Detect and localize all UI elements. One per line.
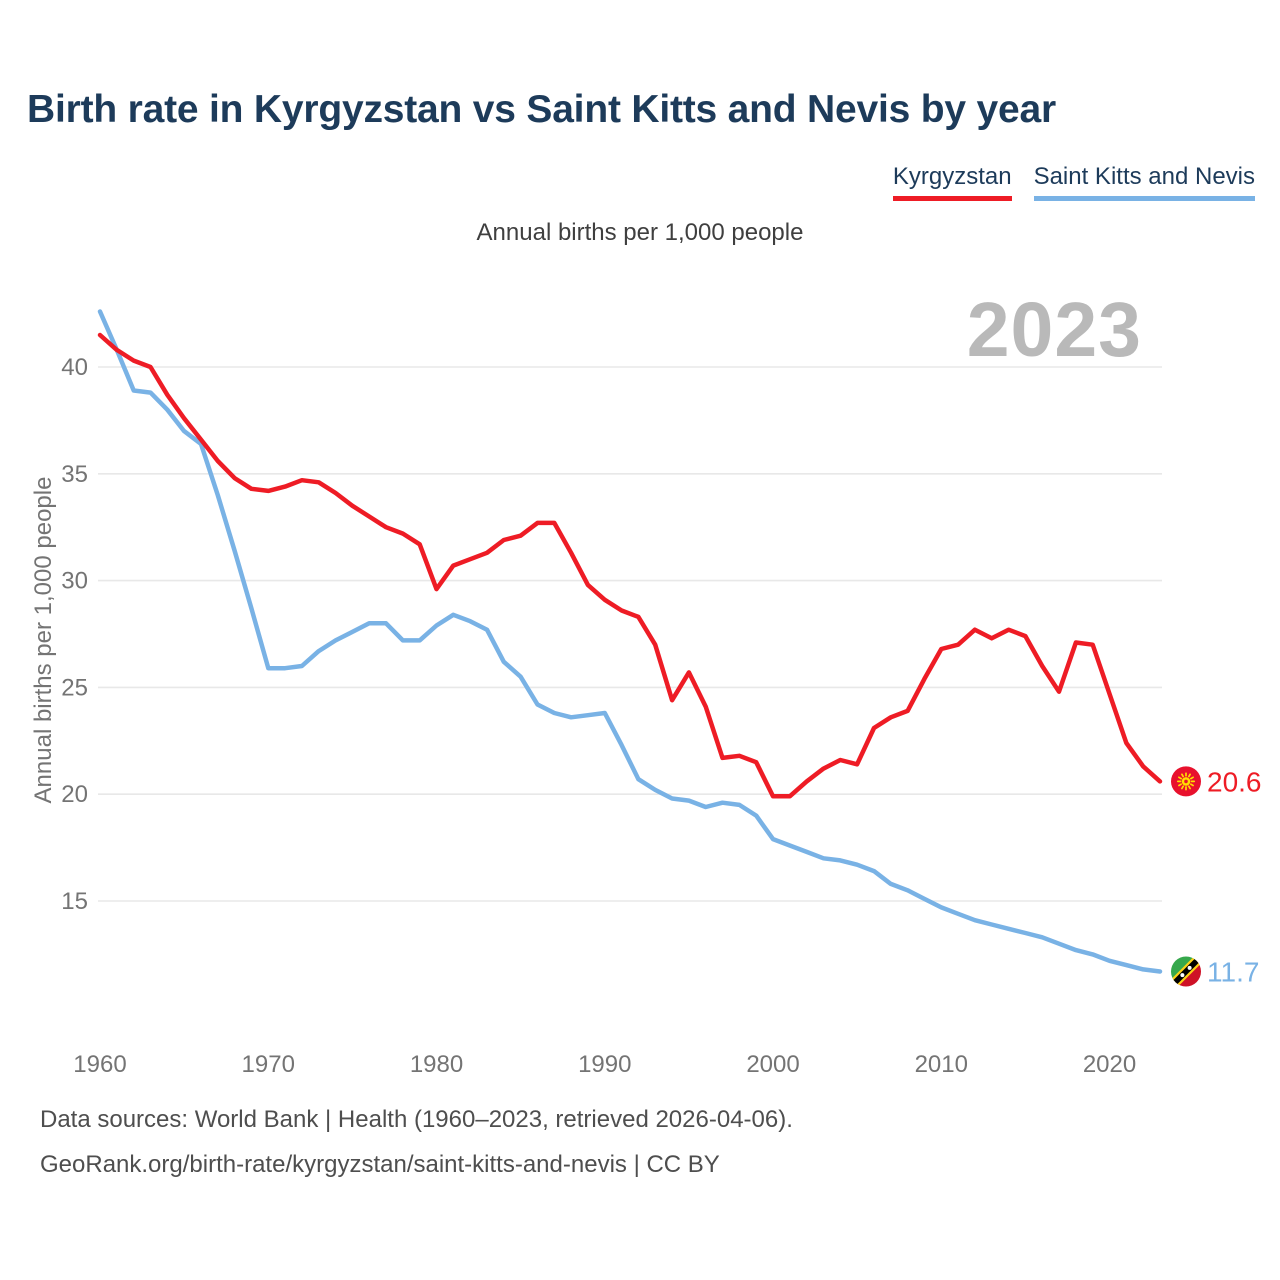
- x-tick-label: 1970: [242, 1051, 295, 1078]
- legend-underline-saint-kitts-nevis: [1033, 196, 1255, 201]
- data-sources-text: Data sources: World Bank | Health (1960–…: [40, 1106, 793, 1133]
- georank-link[interactable]: GeoRank.org/birth-rate/kyrgyzstan/saint-…: [40, 1151, 720, 1178]
- y-tick-label: 20: [61, 781, 88, 808]
- end-value-label: 11.7: [1207, 956, 1259, 987]
- kyrgyzstan-flag-icon: [1171, 766, 1201, 797]
- gridlines: [98, 366, 1162, 902]
- data-line-saint-kitts-and-nevis[interactable]: [97, 309, 1163, 974]
- legend: Kyrgyzstan Saint Kitts and Nevis: [892, 163, 1255, 201]
- end-value-label: 20.6: [1207, 766, 1262, 797]
- x-tick-label: 1960: [73, 1051, 126, 1078]
- x-tick-label: 1980: [410, 1051, 463, 1078]
- data-line-kyrgyzstan[interactable]: [97, 332, 1163, 799]
- legend-underline-kyrgyzstan: [892, 196, 1012, 201]
- page-title: Birth rate in Kyrgyzstan vs Saint Kitts …: [27, 88, 1056, 131]
- legend-label-saint-kitts-nevis: Saint Kitts and Nevis: [1033, 163, 1255, 190]
- y-axis-ticks: 15 20 25 30 35 40: [61, 354, 88, 915]
- data-lines: [97, 309, 1163, 974]
- legend-item-kyrgyzstan[interactable]: Kyrgyzstan: [892, 163, 1012, 201]
- x-tick-label: 2010: [915, 1051, 968, 1078]
- legend-label-kyrgyzstan: Kyrgyzstan: [892, 163, 1012, 190]
- year-watermark: 2023: [966, 287, 1142, 373]
- x-axis-ticks: 1960 1970 1980 1990 2000 2010 2020: [73, 1051, 1136, 1078]
- x-tick-label: 1990: [578, 1051, 631, 1078]
- legend-item-saint-kitts-nevis[interactable]: Saint Kitts and Nevis: [1033, 163, 1255, 201]
- chart-subtitle: Annual births per 1,000 people: [476, 219, 804, 246]
- saint-kitts-nevis-flag-icon: [1171, 956, 1201, 987]
- y-tick-label: 35: [61, 461, 88, 488]
- y-tick-label: 40: [61, 354, 88, 381]
- y-axis-title: Annual births per 1,000 people: [30, 476, 57, 804]
- x-tick-label: 2020: [1083, 1051, 1136, 1078]
- y-tick-label: 15: [61, 888, 88, 915]
- y-tick-label: 30: [61, 568, 88, 595]
- y-tick-label: 25: [61, 674, 88, 701]
- end-value-labels: 20.6 11.7: [1207, 766, 1262, 987]
- x-tick-label: 2000: [746, 1051, 799, 1078]
